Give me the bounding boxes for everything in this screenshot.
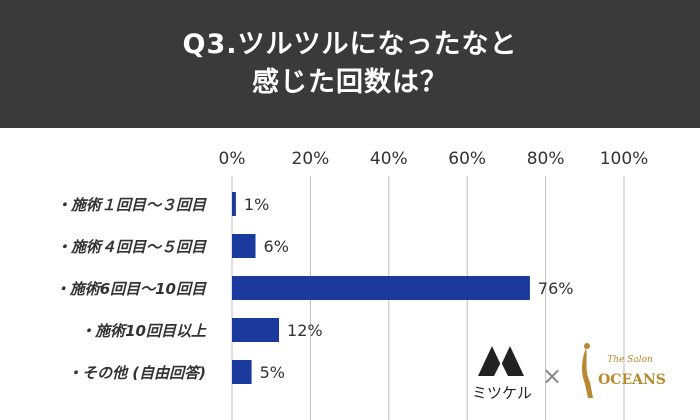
mitsukeru-mark-gap: [494, 362, 508, 376]
oceans-text: OCEANS: [598, 372, 666, 388]
bar-0: [232, 192, 236, 216]
value-label-1: 6%: [264, 237, 289, 256]
mitsukeru-text: ミツケル: [472, 384, 532, 402]
oceans-logo: The Salon OCEANS: [582, 343, 666, 398]
oceans-figure-icon: [582, 348, 593, 398]
chart-title-line2: 感じた回数は？: [252, 67, 448, 98]
value-label-4: 5%: [260, 363, 285, 382]
x-tick-label-0: 0%: [219, 149, 246, 169]
value-label-3: 12%: [287, 321, 323, 340]
x-tick-label-5: 100%: [600, 149, 649, 169]
bar-2: [232, 276, 530, 300]
logos: ミツケル × The Salon OCEANS: [472, 343, 666, 402]
oceans-script: The Salon: [607, 355, 653, 365]
value-label-2: 76%: [538, 279, 574, 298]
logo-separator: ×: [542, 362, 562, 390]
x-tick-label-3: 60%: [448, 149, 486, 169]
bar-4: [232, 360, 252, 384]
x-tick-label-1: 20%: [292, 149, 330, 169]
bar-1: [232, 234, 256, 258]
x-tick-label-4: 80%: [527, 149, 565, 169]
x-tick-label-2: 40%: [370, 149, 408, 169]
header-banner: Q3.ツルツルになったなと 感じた回数は？: [0, 0, 700, 128]
category-label-4: ・その他 (自由回答): [67, 364, 206, 382]
mitsukeru-logo: ミツケル: [472, 346, 532, 402]
category-label-0: ・施術１回目～３回目: [56, 196, 207, 214]
bar-3: [232, 318, 280, 342]
oceans-figure-head: [584, 343, 590, 349]
value-label-0: 1%: [244, 195, 269, 214]
category-label-2: ・施術6回目～10回目: [55, 280, 207, 298]
category-label-3: ・施術10回目以上: [80, 322, 207, 340]
bar-chart: 0% 20% 40% 60% 80% 100% ・施術１回目～３回目 1% ・施術４回目～５回目…: [55, 149, 649, 420]
category-label-1: ・施術４回目～５回目: [56, 238, 207, 256]
chart-title-line1: Q3.ツルツルになったなと: [182, 29, 518, 60]
